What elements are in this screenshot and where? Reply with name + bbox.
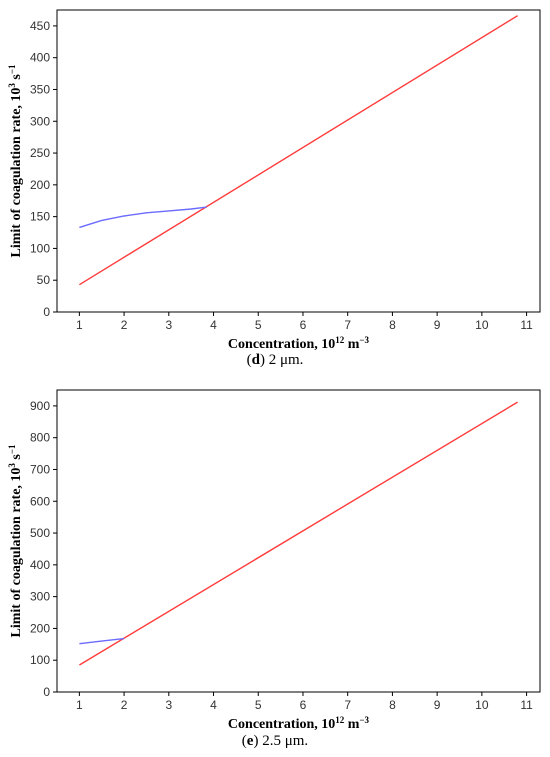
chart-e-ytick-label: 0 [43,685,50,699]
chart-e-series-nonlinear-line [79,637,125,645]
chart-e-xtick-label: 7 [344,698,351,712]
chart-d: 0 50 100 150 200 250 300 350 400 450 1 2 3 4 5 6 7 8 9 10 11… [7,9,541,350]
chart-e-ytick-label: 300 [30,590,50,604]
chart-d-ytick-label: 0 [43,305,50,319]
chart-e-xtick-label: 8 [389,698,396,712]
chart-d-ytick-label: 150 [30,210,50,224]
chart-d-y-axis-title: Limit of coagulation rate, 103 s−1 [7,64,24,258]
chart-d-xtick-label: 5 [255,318,262,332]
chart-e-xtick-label: 5 [255,698,262,712]
chart-e-ytick-label: 600 [30,494,50,508]
chart-e-x-axis-title: Concentration, 1012 m−3 [228,715,370,730]
chart-d-plot-frame [56,9,541,313]
chart-e-xtick-label: 9 [434,698,441,712]
chart-d-xtick-label: 11 [520,318,533,332]
chart-d-ytick-label: 200 [30,178,50,192]
chart-e-ytick-label: 700 [30,462,50,476]
chart-e-ytick-label: 900 [30,399,50,413]
chart-d-series-classical-line [79,15,518,286]
chart-e-xtick-label: 6 [300,698,307,712]
chart-e: 0 100 200 300 400 500 600 700 800 900 1 2 3 4 5 6 7 8 9 10 1… [7,389,541,730]
chart-d-xtick-label: 8 [389,318,396,332]
chart-e-xtick-label: 11 [520,698,533,712]
chart-e-xtick-label: 10 [475,698,489,712]
chart-d-ytick-label: 50 [37,273,51,287]
chart-e-ytick-label: 200 [30,621,50,635]
chart-d-ytick-label: 400 [30,51,50,65]
chart-e-ytick-label: 800 [30,431,50,445]
chart-e-series-classical-line [79,401,518,666]
chart-e-ytick-label: 500 [30,526,50,540]
chart-d-ytick-label: 450 [30,19,50,33]
chart-d-ytick-label: 100 [30,241,50,255]
chart-d-ytick-label: 350 [30,82,50,96]
chart-d-xtick-label: 6 [300,318,307,332]
chart-e-plot-frame [56,389,541,693]
chart-d-xtick-label: 1 [76,318,83,332]
chart-e-xtick-label: 3 [165,698,172,712]
chart-e-ytick-label: 100 [30,653,50,667]
chart-d-xtick-label: 10 [475,318,489,332]
chart-e-ytick-label: 400 [30,558,50,572]
caption-e-letter: e [246,733,254,749]
chart-e-xtick-label: 4 [210,698,217,712]
chart-e-xtick-label: 1 [76,698,83,712]
caption-d: (d) 2 μm. [246,352,304,368]
caption-e: (e) 2.5 μm. [241,733,309,749]
chart-d-series-nonlinear-line [79,206,207,229]
chart-d-x-axis-title: Concentration, 1012 m−3 [228,335,370,350]
chart-e-xtick-label: 2 [121,698,128,712]
chart-d-xtick-label: 4 [210,318,217,332]
caption-d-letter: d [251,352,260,368]
chart-d-xtick-label: 2 [121,318,128,332]
chart-d-xtick-label: 9 [434,318,441,332]
caption-d-text: 2 μm. [264,352,304,368]
chart-d-xtick-label: 7 [344,318,351,332]
chart-e-y-axis-title: Limit of coagulation rate, 103 s−1 [7,444,24,638]
chart-d-xtick-label: 3 [165,318,172,332]
caption-e-text: 2.5 μm. [258,733,309,749]
chart-d-ytick-label: 300 [30,114,50,128]
chart-d-ytick-label: 250 [30,146,50,160]
